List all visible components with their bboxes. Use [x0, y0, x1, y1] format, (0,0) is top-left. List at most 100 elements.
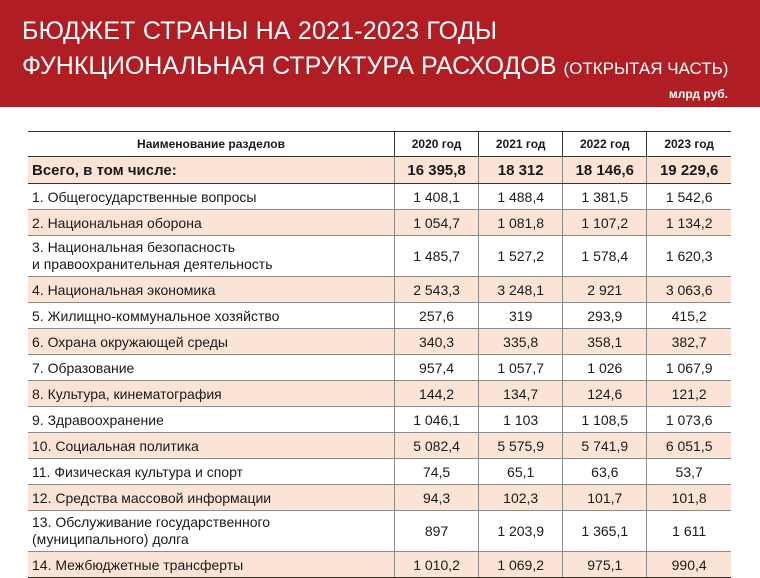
row-name-line: 13. Обслуживание государственного: [32, 514, 271, 530]
cell-value: 94,3: [394, 484, 479, 511]
table-row: 10. Социальная политика 5 082,4 5 575,9 5 7…: [28, 432, 731, 459]
cell-value: 63,6: [562, 458, 647, 485]
cell-value: 1 203,9: [478, 510, 563, 552]
column-header: 2020 год: [394, 131, 479, 157]
cell-value: 1 134,2: [646, 209, 731, 236]
table-row: 3. Национальная безопасность и правоохран…: [28, 235, 731, 277]
cell-value: 121,2: [646, 380, 731, 407]
cell-value: 1 103: [478, 406, 563, 433]
row-name-line: (муниципального) долга: [32, 531, 189, 547]
cell-value: 1 073,6: [646, 406, 731, 433]
table-row: 12. Средства массовой информации 94,3 102,…: [28, 484, 731, 511]
table-row: 4. Национальная экономика 2 543,3 3 248,1 2…: [28, 276, 731, 303]
cell-value: 1 057,7: [478, 354, 563, 381]
cell-value: 1 046,1: [394, 406, 479, 433]
cell-value: 1 578,4: [562, 235, 647, 277]
cell-value: 1 026: [562, 354, 647, 381]
table-row: 8. Культура, кинематография 144,2 134,7 124…: [28, 380, 731, 407]
cell-value: 1 527,2: [478, 235, 563, 277]
table-row: 1. Общегосударственные вопросы 1 408,1 1 4…: [28, 183, 731, 210]
row-name: 1. Общегосударственные вопросы: [28, 183, 395, 210]
table-row: 7. Образование 957,4 1 057,7 1 026 1 067,9: [28, 354, 731, 381]
cell-value: 1 010,2: [394, 551, 479, 578]
cell-value: 102,3: [478, 484, 563, 511]
row-name: 8. Культура, кинематография: [28, 380, 395, 407]
table-header-row: Наименование разделов 2020 год 2021 год …: [28, 131, 731, 157]
cell-value: 257,6: [394, 302, 479, 329]
cell-value: 1 488,4: [478, 183, 563, 210]
cell-value: 1 611: [646, 510, 731, 552]
column-header: Наименование разделов: [28, 131, 395, 157]
row-name-line: и правоохранительная деятельность: [32, 256, 273, 272]
row-name: 7. Образование: [28, 354, 395, 381]
table-row: 9. Здравоохранение 1 046,1 1 103 1 108,5 1 0…: [28, 406, 731, 433]
cell-value: 1 620,3: [646, 235, 731, 277]
cell-value: 415,2: [646, 302, 731, 329]
cell-value: 2 921: [562, 276, 647, 303]
cell-value: 340,3: [394, 328, 479, 355]
table-row: 2. Национальная оборона 1 054,7 1 081,8 1 1…: [28, 209, 731, 236]
budget-table: Наименование разделов 2020 год 2021 год …: [28, 131, 731, 578]
cell-value: 1 365,1: [562, 510, 647, 552]
cell-value: 1 485,7: [394, 235, 479, 277]
cell-value: 957,4: [394, 354, 479, 381]
cell-value: 16 395,8: [394, 156, 479, 184]
cell-value: 975,1: [562, 551, 647, 578]
cell-value: 1 381,5: [562, 183, 647, 210]
cell-value: 382,7: [646, 328, 731, 355]
cell-value: 134,7: [478, 380, 563, 407]
page-subtitle: ФУНКЦИОНАЛЬНАЯ СТРУКТУРА РАСХОДОВ (ОТКРЫ…: [22, 52, 728, 81]
cell-value: 897: [394, 510, 479, 552]
cell-value: 19 229,6: [646, 156, 731, 184]
cell-value: 5 082,4: [394, 432, 479, 459]
cell-value: 65,1: [478, 458, 563, 485]
cell-value: 1 107,2: [562, 209, 647, 236]
cell-value: 124,6: [562, 380, 647, 407]
row-name: 13. Обслуживание государственного (муници…: [28, 510, 395, 552]
cell-value: 3 248,1: [478, 276, 563, 303]
cell-value: 293,9: [562, 302, 647, 329]
cell-value: 1 081,8: [478, 209, 563, 236]
column-header: 2021 год: [478, 131, 563, 157]
page-title: БЮДЖЕТ СТРАНЫ НА 2021-2023 ГОДЫ: [22, 17, 498, 45]
row-name: 9. Здравоохранение: [28, 406, 395, 433]
cell-value: 1 542,6: [646, 183, 731, 210]
row-name-line: 3. Национальная безопасность: [32, 239, 236, 255]
row-name: 12. Средства массовой информации: [28, 484, 395, 511]
row-name: 10. Социальная политика: [28, 432, 395, 459]
cell-value: 5 741,9: [562, 432, 647, 459]
cell-value: 6 051,5: [646, 432, 731, 459]
cell-value: 18 146,6: [562, 156, 647, 184]
table-row: 14. Межбюджетные трансферты 1 010,2 1 069,…: [28, 551, 731, 578]
cell-value: 319: [478, 302, 563, 329]
column-header: 2022 год: [562, 131, 647, 157]
column-header: 2023 год: [646, 131, 731, 157]
cell-value: 1 408,1: [394, 183, 479, 210]
subtitle-note: (ОТКРЫТАЯ ЧАСТЬ): [563, 59, 729, 78]
cell-value: 18 312: [478, 156, 563, 184]
cell-value: 2 543,3: [394, 276, 479, 303]
cell-value: 358,1: [562, 328, 647, 355]
cell-value: 3 063,6: [646, 276, 731, 303]
row-name: Всего, в том числе:: [28, 156, 395, 184]
table-row: 11. Физическая культура и спорт 74,5 65,1 6…: [28, 458, 731, 485]
cell-value: 144,2: [394, 380, 479, 407]
row-name: 4. Национальная экономика: [28, 276, 395, 303]
row-name: 14. Межбюджетные трансферты: [28, 551, 395, 578]
row-name: 3. Национальная безопасность и правоохран…: [28, 235, 395, 277]
table-row: 6. Охрана окружающей среды 340,3 335,8 358,…: [28, 328, 731, 355]
cell-value: 101,7: [562, 484, 647, 511]
cell-value: 53,7: [646, 458, 731, 485]
title-banner: БЮДЖЕТ СТРАНЫ НА 2021-2023 ГОДЫ ФУНКЦИОН…: [0, 0, 760, 107]
table-row: 5. Жилищно-коммунальное хозяйство 257,6 31…: [28, 302, 731, 329]
total-row: Всего, в том числе: 16 395,8 18 312 18 1…: [28, 156, 731, 184]
row-name: 6. Охрана окружающей среды: [28, 328, 395, 355]
table-row: 13. Обслуживание государственного (муници…: [28, 510, 731, 552]
cell-value: 5 575,9: [478, 432, 563, 459]
row-name: 11. Физическая культура и спорт: [28, 458, 395, 485]
cell-value: 74,5: [394, 458, 479, 485]
row-name: 5. Жилищно-коммунальное хозяйство: [28, 302, 395, 329]
cell-value: 990,4: [646, 551, 731, 578]
cell-value: 1 108,5: [562, 406, 647, 433]
cell-value: 1 054,7: [394, 209, 479, 236]
